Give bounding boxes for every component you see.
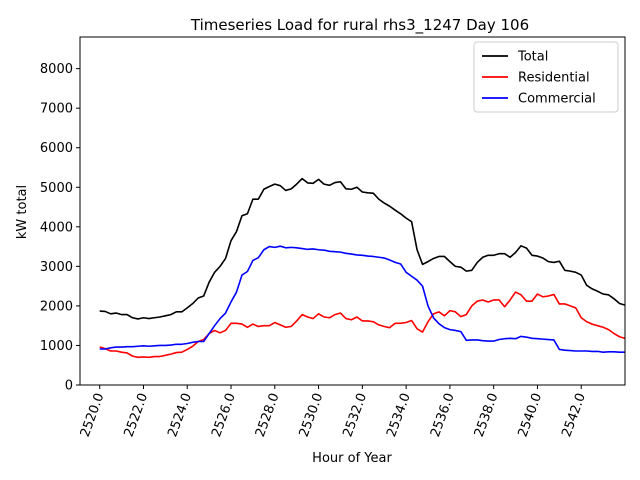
series-line-commercial <box>99 245 625 353</box>
x-tick-label: 2532.0 <box>340 391 370 439</box>
x-axis-label: Hour of Year <box>312 451 392 466</box>
y-tick-label: 3000 <box>40 260 73 275</box>
x-tick-label: 2534.0 <box>384 391 414 439</box>
legend: Total Residential Commercial <box>473 41 619 113</box>
plot-frame <box>79 36 626 386</box>
legend-label: Residential <box>518 71 590 86</box>
y-tick-label: 7000 <box>40 102 73 117</box>
y-tick-label: 2000 <box>40 299 73 314</box>
y-tick-label: 4000 <box>40 220 73 235</box>
x-tick-label: 2538.0 <box>472 391 502 439</box>
y-tick-label: 0 <box>65 379 73 394</box>
series-layer <box>99 177 626 359</box>
y-tick-label: 6000 <box>40 141 73 156</box>
series-line-total <box>99 177 626 320</box>
x-tick-label: 2522.0 <box>122 391 152 439</box>
x-tick-label: 2540.0 <box>516 391 546 439</box>
x-tick-label: 2536.0 <box>428 391 458 439</box>
legend-frame <box>473 41 619 113</box>
x-tick-label: 2526.0 <box>209 391 239 439</box>
legend-label: Total <box>517 50 548 65</box>
y-tick-label: 1000 <box>40 339 73 354</box>
x-tick-label: 2524.0 <box>165 391 195 439</box>
series-line-residential <box>99 291 626 359</box>
x-tick-label: 2542.0 <box>559 391 589 439</box>
y-tick-label: 8000 <box>40 62 73 77</box>
axis-ticks: 2520.0 2522.0 2524.0 2526.0 2528.0 2530.0 2532… <box>40 62 589 439</box>
x-tick-label: 2520.0 <box>78 391 108 439</box>
chart-title: Timeseries Load for rural rhs3_1247 Day … <box>190 16 529 35</box>
legend-label: Commercial <box>518 92 596 107</box>
y-tick-label: 5000 <box>40 181 73 196</box>
x-tick-label: 2530.0 <box>297 391 327 439</box>
y-axis-label: kW total <box>15 185 30 239</box>
x-tick-label: 2528.0 <box>253 391 283 439</box>
